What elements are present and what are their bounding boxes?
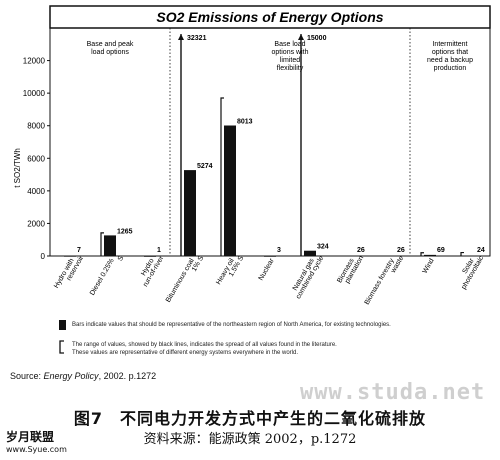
bar (264, 255, 276, 257)
y-tick-label: 8000 (27, 122, 45, 131)
bar (464, 255, 476, 257)
section-label: Base and peak load options (87, 41, 134, 56)
bar-value-label: 1265 (117, 228, 133, 235)
plot-frame (49, 27, 491, 257)
bar-value-label: 324 (317, 244, 329, 251)
bar-value-label: 24 (477, 247, 485, 254)
x-tick-label: Wind (422, 257, 436, 274)
bar (344, 255, 356, 257)
section-label: Intermittent options that need a backup pro… (427, 41, 473, 72)
y-tick-label: 0 (41, 252, 46, 261)
x-tick-label: Natural gascombined cycle (289, 251, 325, 300)
bar (104, 235, 116, 256)
bar (424, 254, 436, 256)
range-bracket (460, 251, 464, 256)
x-tick-label: Heavy oil1.5% S (215, 251, 245, 289)
figure-source: 资料来源：能源政策 2002，p.1272 (143, 432, 357, 447)
bar (304, 250, 316, 256)
range-bracket (220, 97, 224, 256)
x-tick-label: Solarphotovoltaic (454, 251, 485, 291)
bar-value-label: 5274 (197, 163, 213, 170)
source-journal: Energy Policy (43, 371, 99, 381)
bar (384, 255, 396, 257)
bar-value-label: 26 (397, 247, 405, 254)
x-tick-label: Bituminous coal1% S (165, 251, 205, 307)
y-axis-label: t SO2/TWh (13, 148, 22, 188)
bar-value-label: 3 (277, 247, 281, 254)
range-arrow (298, 34, 304, 40)
y-tick-label: 10000 (23, 89, 46, 98)
range-arrow (178, 34, 184, 40)
x-tick-label: Diesel 0.25%S (89, 251, 125, 300)
range-bracket (420, 252, 424, 256)
x-tick-label: Biomass forestrywaste (364, 251, 406, 309)
bar-value-label: 1 (157, 247, 161, 254)
legend-range-bracket (59, 340, 64, 354)
section-label: Base load options with limited flexibility (272, 41, 309, 72)
legend-range-text-2: These values are representative of diffe… (72, 350, 299, 356)
range-bracket (100, 232, 104, 256)
legend-bar-text: Bars indicate values that should be repr… (72, 322, 391, 328)
source-suffix: , 2002. p.1272 (98, 371, 157, 381)
y-tick-label: 4000 (27, 187, 45, 196)
x-tick-label: Biomassplantation (336, 251, 365, 287)
figure-caption: 图7 不同电力开发方式中产生的二氧化硫排放 (73, 409, 427, 428)
chart-title: SO2 Emissions of Energy Options (156, 9, 383, 25)
bar (184, 170, 196, 256)
y-tick-label: 2000 (27, 219, 45, 228)
x-tick-label: Hydro withreservoir (53, 251, 85, 293)
bar (64, 255, 76, 257)
legend-bar-swatch (59, 320, 66, 330)
y-tick-label: 6000 (27, 154, 45, 163)
legend-range-text-1: The range of values, showed by black lin… (72, 342, 337, 348)
site-logo: 岁月联盟 (6, 430, 55, 444)
offscale-value-label: 32321 (187, 35, 207, 42)
bar (144, 255, 156, 257)
bar-value-label: 26 (357, 247, 365, 254)
site-url: www.Syue.com (6, 445, 67, 454)
bar-value-label: 7 (77, 247, 81, 254)
bar-value-label: 69 (437, 247, 445, 254)
bar-value-label: 8013 (237, 119, 253, 126)
source-line: Source: Energy Policy, 2002. p.1272 (10, 371, 156, 381)
source-prefix: Source: (10, 371, 44, 381)
watermark: www.studa.net (300, 380, 486, 405)
bar (224, 125, 236, 257)
y-tick-label: 12000 (23, 57, 46, 66)
offscale-value-label: 15000 (307, 35, 327, 42)
x-tick-label: Nuclear (258, 257, 276, 282)
so2-emissions-chart: SO2 Emissions of Energy Options t SO2/TW… (13, 5, 491, 309)
